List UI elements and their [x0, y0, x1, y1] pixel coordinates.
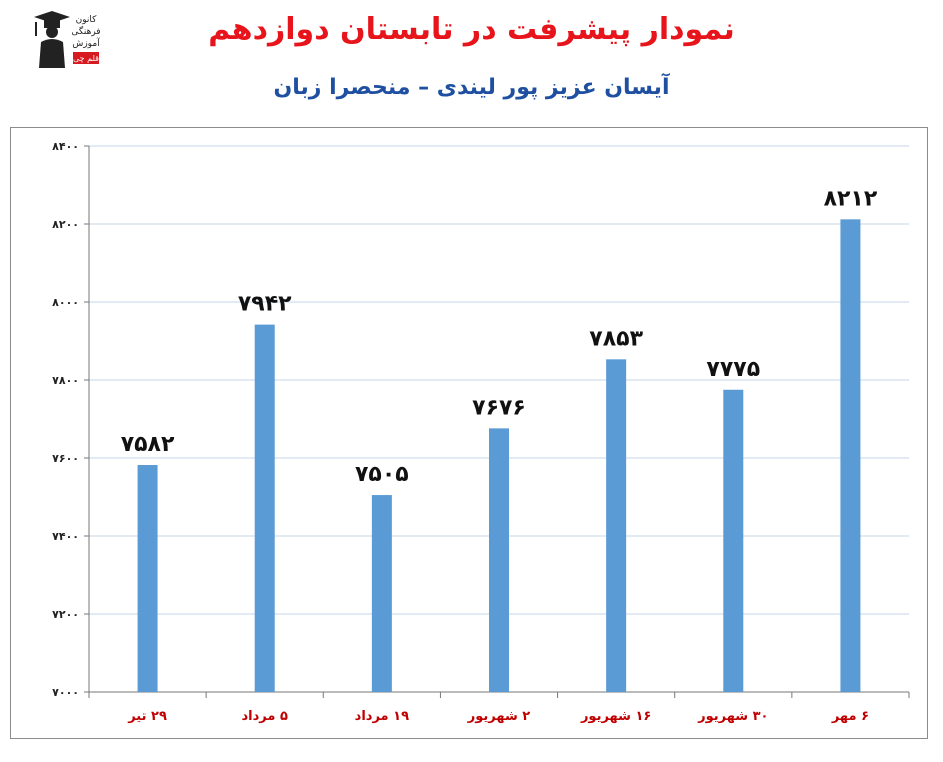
data-label: ۸۲۱۲	[824, 186, 878, 211]
bar	[840, 219, 861, 692]
bar	[254, 324, 275, 692]
x-tick-label: ۳۰ شهریور	[697, 709, 768, 724]
y-tick-label: ۸۴۰۰	[52, 140, 79, 153]
x-tick-label: ۲ شهریور	[467, 709, 531, 724]
logo-line-4: قلم چی	[73, 54, 99, 63]
y-tick-label: ۷۶۰۰	[52, 452, 79, 465]
data-label: ۷۹۴۲	[238, 292, 292, 317]
x-tick-label: ۱۹ مرداد	[355, 709, 409, 724]
bar-chart: ۷۰۰۰ ۷۲۰۰ ۷۴۰۰ ۷۶۰۰ ۷۸۰۰ ۸۰۰۰ ۸۲۰۰ ۸۴۰۰ ۷۵۸۲ ۲۹ ت…	[52, 140, 910, 724]
logo-line-2: فرهنگی	[71, 25, 100, 37]
y-tick-label: ۸۲۰۰	[52, 218, 79, 231]
y-tick-label: ۷۴۰۰	[52, 530, 79, 543]
chart-subtitle: آیسان عزیز پور لیندی – منحصرا زبان	[273, 75, 670, 100]
x-tick-label: ۵ مرداد	[242, 709, 288, 724]
x-tick-label: ۶ مهر	[831, 709, 869, 724]
chart-frame: ۷۰۰۰ ۷۲۰۰ ۷۴۰۰ ۷۶۰۰ ۷۸۰۰ ۸۰۰۰ ۸۲۰۰ ۸۴۰۰ ۷۵۸۲ ۲۹ ت…	[10, 127, 928, 739]
bar	[489, 428, 509, 692]
bar	[137, 465, 158, 692]
bar	[371, 495, 392, 692]
x-tick-label: ۲۹ تیر	[127, 709, 167, 724]
bar	[606, 359, 627, 692]
logo-badge	[73, 52, 99, 64]
chart-title: نمودار پیشرفت در تابستان دوازدهم	[208, 12, 735, 47]
data-label: ۷۵۸۲	[121, 432, 175, 457]
y-tick-label: ۸۰۰۰	[52, 296, 79, 309]
graduate-icon	[34, 11, 70, 68]
y-tick-label: ۷۰۰۰	[52, 686, 79, 699]
logo: کانون فرهنگی آموزش قلم چی	[34, 11, 100, 68]
data-label: ۷۵۰۵	[355, 462, 409, 487]
y-tick-label: ۷۲۰۰	[52, 608, 79, 621]
bar	[723, 389, 744, 692]
data-label: ۷۸۵۳	[589, 326, 643, 351]
y-tick-label: ۷۸۰۰	[52, 374, 79, 387]
data-label: ۷۶۷۶	[472, 395, 526, 420]
logo-line-3: آموزش	[72, 37, 100, 49]
x-tick-label: ۱۶ شهریور	[580, 709, 651, 724]
logo-line-1: کانون	[76, 15, 98, 25]
data-label: ۷۷۷۵	[706, 357, 760, 382]
